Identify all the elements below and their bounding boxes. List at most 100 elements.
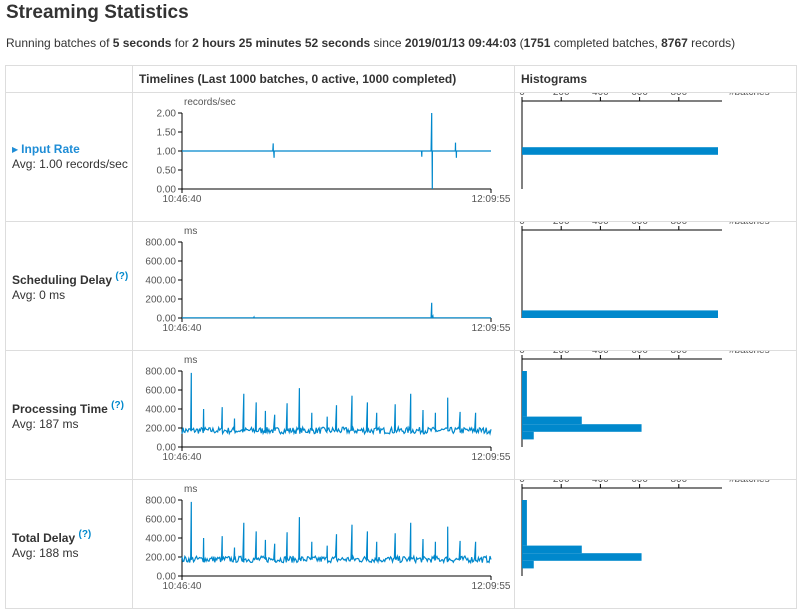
help-icon[interactable]: (?)	[111, 400, 124, 411]
hist-tick-label: 400	[592, 480, 609, 485]
y-axis-unit: ms	[184, 484, 197, 495]
hist-tick-label: 200	[553, 222, 570, 227]
hist-tick-label: 800	[670, 93, 687, 98]
hist-bar	[522, 500, 527, 546]
y-tick-label: 400.00	[145, 405, 176, 416]
x-tick-label: 12:09:55	[472, 452, 511, 463]
hist-tick-label: 200	[553, 480, 570, 485]
y-tick-label: 600.00	[145, 257, 176, 268]
x-tick-label: 12:09:55	[472, 581, 511, 592]
histogram-chart-input-rate[interactable]: 0 200 400 600 800 #batches	[515, 93, 796, 221]
metric-label: ▶ Input Rate Avg: 1.00 records/sec	[12, 142, 128, 172]
y-tick-label: 400.00	[145, 534, 176, 545]
histogram-chart-scheduling-delay[interactable]: 0 200 400 600 800 #batches	[515, 222, 796, 350]
x-tick-label: 10:46:40	[163, 194, 202, 205]
y-tick-label: 0.50	[157, 166, 177, 177]
summary-text: since	[370, 36, 405, 50]
y-axis-unit: ms	[184, 226, 197, 237]
input-rate-link[interactable]: Input Rate	[21, 142, 80, 156]
metric-row-processing-time: Processing Time (?) Avg: 187 ms ms 800.00…	[5, 350, 797, 480]
help-icon[interactable]: (?)	[78, 529, 92, 540]
summary-text: records)	[687, 36, 736, 50]
summary-text: (	[516, 36, 524, 50]
hist-tick-label: 400	[592, 222, 609, 227]
timeline-cell: ms 800.00 600.00 400.00 200.00 0.00 10:46:40 12…	[132, 479, 515, 609]
hist-tick-label: 800	[670, 222, 687, 227]
hist-unit: #batches	[729, 93, 770, 98]
y-tick-label: 800.00	[145, 367, 176, 378]
hist-tick-label: 600	[631, 93, 648, 98]
completed-batches: 1751	[523, 36, 551, 50]
y-tick-label: 0.00	[157, 572, 177, 583]
y-axis-unit: ms	[184, 355, 197, 366]
y-tick-label: 0.00	[157, 185, 177, 196]
uptime: 2 hours 25 minutes 52 seconds	[192, 36, 371, 50]
x-tick-label: 10:46:40	[163, 323, 202, 334]
hist-bar	[522, 147, 718, 155]
y-tick-label: 0.00	[157, 314, 177, 325]
metric-label-cell: Processing Time (?) Avg: 187 ms	[5, 350, 133, 480]
y-tick-label: 1.50	[157, 128, 177, 139]
statistics-table: Timelines (Last 1000 batches, 0 active, …	[5, 65, 797, 609]
hist-bar	[522, 416, 582, 425]
metric-row-total-delay: Total Delay (?) Avg: 188 ms ms 800.00 600.…	[5, 479, 797, 609]
hist-bar	[522, 310, 718, 318]
histogram-cell: 0 200 400 600 800 #batches	[514, 221, 797, 351]
x-tick-label: 12:09:55	[472, 194, 511, 205]
histogram-chart-total-delay[interactable]: 0 200 400 600 800 #batches	[515, 480, 796, 608]
hist-tick-label: 0	[519, 480, 525, 485]
hist-bar	[522, 371, 527, 417]
batch-interval: 5 seconds	[112, 36, 172, 50]
page-title: Streaming Statistics	[6, 2, 189, 23]
y-tick-label: 400.00	[145, 276, 176, 287]
y-axis-unit: records/sec	[184, 97, 236, 108]
y-tick-label: 2.00	[157, 109, 177, 120]
hist-tick-label: 0	[519, 222, 525, 227]
timeline-cell: ms 800.00 600.00 400.00 200.00 0.00 10:46:40 12…	[132, 221, 515, 351]
histogram-cell: 0 200 400 600 800 #batches	[514, 92, 797, 222]
header-blank	[5, 65, 133, 93]
hist-tick-label: 200	[553, 351, 570, 356]
metric-label: Total Delay (?) Avg: 188 ms	[12, 527, 91, 561]
y-tick-label: 200.00	[145, 553, 176, 564]
hist-tick-label: 400	[592, 93, 609, 98]
summary-text: Running batches of	[6, 36, 113, 50]
histogram-cell: 0 200 400 600 800 #batches	[514, 479, 797, 609]
y-tick-label: 800.00	[145, 238, 176, 249]
hist-tick-label: 600	[631, 222, 648, 227]
timeline-cell: records/sec 2.00 1.50 1.00 0.50 0.00 10:46:40 1…	[132, 92, 515, 222]
y-tick-label: 200.00	[145, 424, 176, 435]
hist-tick-label: 800	[670, 351, 687, 356]
series-line	[182, 112, 491, 190]
metric-row-scheduling-delay: Scheduling Delay (?) Avg: 0 ms ms 800.00 6…	[5, 221, 797, 351]
hist-unit: #batches	[729, 480, 770, 485]
hist-tick-label: 600	[631, 480, 648, 485]
metric-label: Scheduling Delay (?) Avg: 0 ms	[12, 269, 128, 303]
expand-triangle-icon[interactable]: ▶	[12, 145, 19, 154]
help-icon[interactable]: (?)	[115, 271, 129, 282]
y-tick-label: 800.00	[145, 496, 176, 507]
hist-tick-label: 400	[592, 351, 609, 356]
summary-text: for	[171, 36, 193, 50]
x-tick-label: 12:09:55	[472, 323, 511, 334]
series-line	[181, 372, 492, 436]
run-summary: Running batches of 5 seconds for 2 hours…	[6, 36, 735, 50]
y-tick-label: 0.00	[157, 443, 177, 454]
hist-bar	[522, 431, 534, 440]
hist-unit: #batches	[729, 222, 770, 227]
y-tick-label: 600.00	[145, 386, 176, 397]
metric-name: Scheduling Delay	[12, 273, 113, 287]
metric-avg: Avg: 1.00 records/sec	[12, 157, 128, 171]
y-tick-label: 600.00	[145, 515, 176, 526]
summary-text: completed batches,	[550, 36, 662, 50]
hist-bar	[522, 560, 534, 569]
metric-name: Processing Time	[12, 402, 108, 416]
histogram-chart-processing-time[interactable]: 0 200 400 600 800 #batches	[515, 351, 796, 479]
metric-avg: Avg: 187 ms	[12, 417, 79, 431]
header-timelines: Timelines (Last 1000 batches, 0 active, …	[132, 65, 515, 93]
metric-row-input-rate: ▶ Input Rate Avg: 1.00 records/sec record…	[5, 92, 797, 222]
